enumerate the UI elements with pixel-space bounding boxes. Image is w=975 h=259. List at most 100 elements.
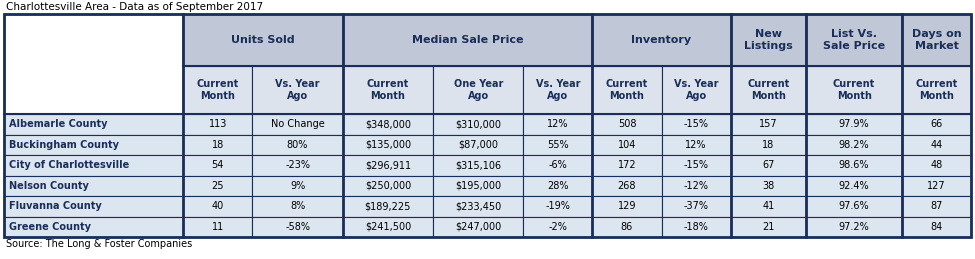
Bar bbox=[593, 176, 661, 196]
Bar bbox=[661, 66, 730, 114]
Text: -18%: -18% bbox=[683, 222, 709, 232]
Text: 157: 157 bbox=[760, 119, 778, 129]
Bar bbox=[183, 155, 253, 176]
Text: New
Listings: New Listings bbox=[744, 29, 793, 51]
Bar bbox=[4, 114, 183, 134]
Bar bbox=[4, 14, 183, 114]
Bar bbox=[343, 114, 433, 134]
Bar bbox=[661, 176, 730, 196]
Bar bbox=[730, 14, 806, 66]
Text: -37%: -37% bbox=[683, 201, 709, 211]
Text: $241,500: $241,500 bbox=[365, 222, 411, 232]
Text: 28%: 28% bbox=[547, 181, 568, 191]
Text: 11: 11 bbox=[212, 222, 224, 232]
Text: Current
Month: Current Month bbox=[916, 79, 957, 101]
Text: $250,000: $250,000 bbox=[365, 181, 411, 191]
Bar bbox=[730, 155, 806, 176]
Bar bbox=[253, 217, 343, 237]
Text: 9%: 9% bbox=[290, 181, 305, 191]
Bar bbox=[183, 14, 343, 66]
Bar bbox=[806, 134, 902, 155]
Text: -58%: -58% bbox=[285, 222, 310, 232]
Text: $135,000: $135,000 bbox=[365, 140, 410, 150]
Bar bbox=[661, 217, 730, 237]
Bar bbox=[524, 176, 593, 196]
Bar bbox=[806, 155, 902, 176]
Bar bbox=[4, 217, 183, 237]
Bar bbox=[343, 155, 433, 176]
Bar bbox=[524, 66, 593, 114]
Bar bbox=[4, 155, 183, 176]
Bar bbox=[902, 217, 971, 237]
Text: -19%: -19% bbox=[545, 201, 570, 211]
Text: -15%: -15% bbox=[683, 119, 709, 129]
Bar bbox=[183, 217, 253, 237]
Text: 97.2%: 97.2% bbox=[838, 222, 870, 232]
Text: 55%: 55% bbox=[547, 140, 568, 150]
Text: -2%: -2% bbox=[549, 222, 567, 232]
Text: 86: 86 bbox=[621, 222, 633, 232]
Text: 84: 84 bbox=[930, 222, 943, 232]
Text: 40: 40 bbox=[212, 201, 224, 211]
Text: Median Sale Price: Median Sale Price bbox=[411, 35, 524, 45]
Bar bbox=[183, 176, 253, 196]
Text: 92.4%: 92.4% bbox=[838, 181, 870, 191]
Text: Vs. Year
Ago: Vs. Year Ago bbox=[275, 79, 320, 101]
Bar bbox=[593, 196, 661, 217]
Text: 127: 127 bbox=[927, 181, 946, 191]
Bar bbox=[806, 14, 902, 66]
Text: 48: 48 bbox=[930, 160, 943, 170]
Bar bbox=[433, 114, 524, 134]
Text: Buckingham County: Buckingham County bbox=[9, 140, 119, 150]
Bar bbox=[730, 217, 806, 237]
Text: 172: 172 bbox=[617, 160, 637, 170]
Bar bbox=[253, 134, 343, 155]
Text: 54: 54 bbox=[212, 160, 224, 170]
Text: Vs. Year
Ago: Vs. Year Ago bbox=[674, 79, 719, 101]
Text: -12%: -12% bbox=[683, 181, 709, 191]
Text: 113: 113 bbox=[209, 119, 227, 129]
Bar bbox=[661, 134, 730, 155]
Bar bbox=[661, 155, 730, 176]
Text: $189,225: $189,225 bbox=[365, 201, 411, 211]
Text: -15%: -15% bbox=[683, 160, 709, 170]
Bar bbox=[183, 196, 253, 217]
Bar bbox=[902, 155, 971, 176]
Text: One Year
Ago: One Year Ago bbox=[453, 79, 503, 101]
Bar bbox=[433, 176, 524, 196]
Text: Current
Month: Current Month bbox=[367, 79, 409, 101]
Bar bbox=[433, 155, 524, 176]
Bar bbox=[806, 176, 902, 196]
Bar bbox=[343, 66, 433, 114]
Text: -6%: -6% bbox=[549, 160, 567, 170]
Text: Current
Month: Current Month bbox=[605, 79, 648, 101]
Bar bbox=[433, 217, 524, 237]
Bar bbox=[253, 196, 343, 217]
Bar bbox=[730, 114, 806, 134]
Text: Albemarle County: Albemarle County bbox=[9, 119, 107, 129]
Bar bbox=[524, 134, 593, 155]
Text: 38: 38 bbox=[762, 181, 774, 191]
Bar bbox=[343, 134, 433, 155]
Bar bbox=[4, 196, 183, 217]
Text: 41: 41 bbox=[762, 201, 774, 211]
Bar bbox=[343, 217, 433, 237]
Text: 18: 18 bbox=[212, 140, 224, 150]
Bar bbox=[902, 66, 971, 114]
Bar bbox=[730, 196, 806, 217]
Bar bbox=[593, 155, 661, 176]
Text: 67: 67 bbox=[762, 160, 774, 170]
Bar bbox=[730, 134, 806, 155]
Text: 129: 129 bbox=[618, 201, 637, 211]
Bar bbox=[4, 14, 971, 237]
Text: Units Sold: Units Sold bbox=[231, 35, 294, 45]
Bar bbox=[806, 66, 902, 114]
Text: $247,000: $247,000 bbox=[455, 222, 501, 232]
Bar bbox=[593, 114, 661, 134]
Bar bbox=[433, 196, 524, 217]
Text: Days on
Market: Days on Market bbox=[912, 29, 961, 51]
Bar bbox=[183, 114, 253, 134]
Text: 21: 21 bbox=[762, 222, 774, 232]
Text: $195,000: $195,000 bbox=[455, 181, 501, 191]
Bar bbox=[253, 66, 343, 114]
